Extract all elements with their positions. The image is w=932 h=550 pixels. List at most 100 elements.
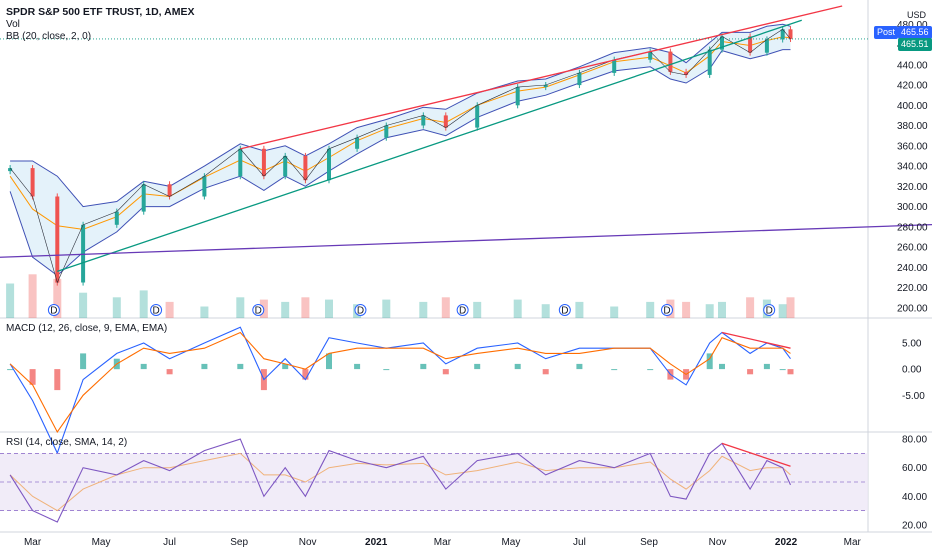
time-tick-label: 2021 <box>365 537 388 548</box>
time-tick-label: Jul <box>573 537 586 548</box>
candle-body <box>261 148 266 177</box>
candle-body <box>81 224 86 283</box>
macd-signal-line <box>9 331 791 434</box>
currency-label: USD <box>907 10 927 20</box>
rsi-tick-label: 40.00 <box>902 492 927 503</box>
volume-bar <box>139 290 148 318</box>
dividend-marker-label: D <box>357 306 364 317</box>
price-close-line <box>9 28 791 284</box>
symbol-title: SPDR S&P 500 ETF TRUST, 1D, AMEX <box>6 6 195 18</box>
price-tick-label: 320.00 <box>897 182 928 193</box>
time-tick-label: May <box>92 537 111 548</box>
candle-body <box>720 36 724 50</box>
candle-body <box>167 184 172 197</box>
macd-histogram-bar <box>201 363 208 370</box>
candle-body <box>648 51 653 60</box>
volume-bar <box>79 292 88 318</box>
volume-bar <box>281 301 290 318</box>
candle-body <box>141 184 146 212</box>
volume-bar <box>325 299 333 318</box>
candle-body <box>355 137 360 149</box>
macd-histogram-bar <box>706 353 713 370</box>
long-term-trendline <box>0 223 932 258</box>
dividend-marker <box>763 304 776 316</box>
dividend-marker-label: D <box>152 306 159 317</box>
dividend-marker <box>47 304 60 316</box>
volume-bar <box>236 297 245 318</box>
price-tick-label: 400.00 <box>897 101 928 112</box>
price-tick-label: 440.00 <box>897 60 928 71</box>
macd-line <box>9 326 791 455</box>
candle-body <box>55 196 60 283</box>
candle-body <box>8 168 13 172</box>
time-tick-label: Jul <box>163 537 176 548</box>
volume-bar <box>441 297 450 318</box>
macd-tick-label: 5.00 <box>902 338 922 349</box>
macd-divergence-line <box>721 331 791 349</box>
macd-histogram-bar <box>542 369 549 375</box>
macd-histogram-bar <box>282 363 289 370</box>
candle-body <box>780 29 785 40</box>
candle-body <box>421 115 426 126</box>
macd-histogram-bar <box>611 369 618 371</box>
time-tick-label: Nov <box>709 537 727 548</box>
volume-bar <box>382 299 391 318</box>
rsi-label: RSI (14, close, SMA, 14, 2) <box>6 437 128 448</box>
macd-histogram-bar <box>383 369 390 371</box>
volume-bar <box>746 297 755 318</box>
volume-label: Vol <box>6 19 20 30</box>
macd-histogram-bar <box>787 369 794 375</box>
volume-bar <box>301 297 310 318</box>
rsi-divergence-line <box>721 442 791 467</box>
rsi-line <box>9 438 792 523</box>
bollinger-band-fill <box>10 24 791 276</box>
candle-body <box>303 155 308 181</box>
macd-histogram-bar <box>302 369 309 380</box>
macd-histogram-bar <box>54 369 61 391</box>
macd-histogram-bar <box>166 369 173 375</box>
volume-bar <box>28 274 37 318</box>
volume-bar <box>682 301 691 318</box>
volume-bar <box>575 301 584 318</box>
candle-body <box>748 36 753 53</box>
dividend-marker <box>558 304 571 316</box>
last-price-tag: 465.51 <box>898 38 932 51</box>
dividend-marker-label: D <box>663 306 670 317</box>
macd-histogram-bar <box>354 363 361 370</box>
time-tick-label: Sep <box>640 537 658 548</box>
price-tick-label: 380.00 <box>897 121 928 132</box>
volume-bar <box>718 301 726 318</box>
candle-body <box>30 168 35 197</box>
post-tag-label: Post <box>874 26 899 39</box>
macd-histogram-bar <box>442 369 449 375</box>
rsi-sma-line <box>9 452 791 512</box>
volume-bar <box>53 278 62 318</box>
dividend-marker-label: D <box>459 306 466 317</box>
price-tick-label: 200.00 <box>897 303 928 314</box>
volume-bar <box>6 283 15 318</box>
post-price-tag: 465.56 <box>898 26 932 39</box>
candle-body <box>612 59 617 73</box>
macd-histogram-bar <box>140 363 147 370</box>
candle-body <box>515 87 520 106</box>
dividend-marker <box>150 304 163 316</box>
bollinger-lower-line <box>9 49 791 277</box>
candle-body <box>283 155 288 177</box>
candle-body <box>443 115 448 128</box>
dividend-marker-label: D <box>255 306 262 317</box>
volume-bar <box>419 301 428 318</box>
volume-bar <box>513 299 522 318</box>
volume-bar <box>200 306 209 318</box>
dividend-marker-label: D <box>561 306 568 317</box>
dividend-marker-label: D <box>766 306 773 317</box>
price-tick-label: 360.00 <box>897 141 928 152</box>
candle-body <box>238 148 243 177</box>
candle-body <box>764 39 769 53</box>
macd-label: MACD (12, 26, close, 9, EMA, EMA) <box>6 323 168 334</box>
price-tick-label: 220.00 <box>897 283 928 294</box>
macd-histogram-bar <box>514 363 521 370</box>
rsi-tick-label: 60.00 <box>902 463 927 474</box>
candle-body <box>114 211 119 225</box>
candle-body <box>684 71 689 75</box>
